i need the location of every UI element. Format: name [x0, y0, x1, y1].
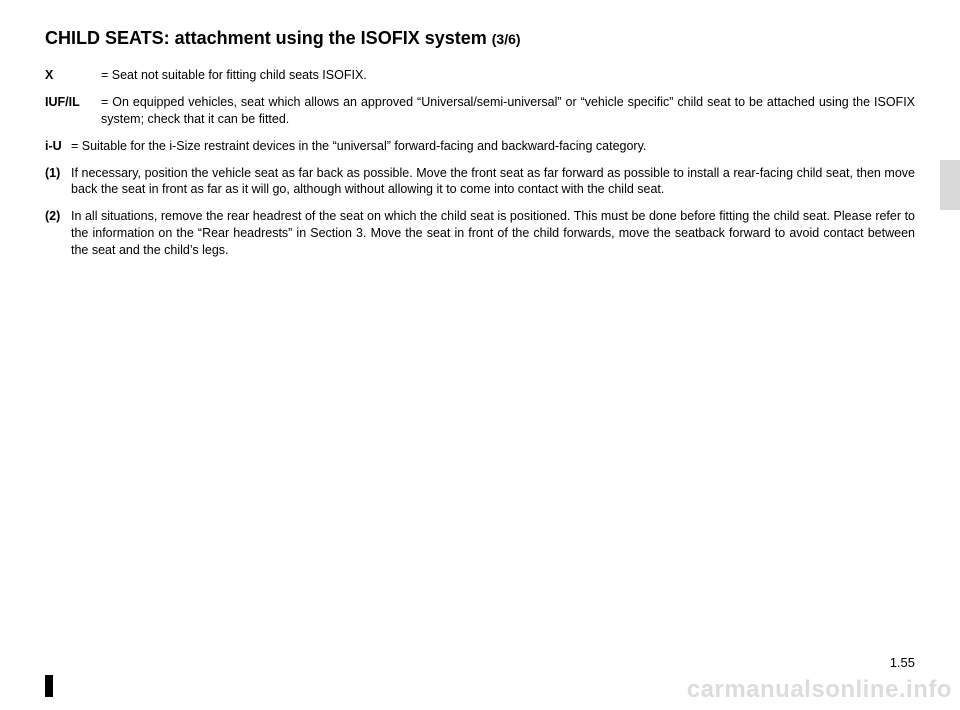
section-tab [940, 160, 960, 210]
title-main: CHILD SEATS: attachment using the ISOFIX… [45, 28, 492, 48]
page-container: CHILD SEATS: attachment using the ISOFIX… [0, 0, 960, 710]
def-text: = Seat not suitable for fitting child se… [101, 67, 915, 84]
definition-row: (1) If necessary, position the vehicle s… [45, 165, 915, 199]
page-number: 1.55 [890, 655, 915, 670]
def-text: In all situations, remove the rear headr… [71, 208, 915, 259]
page-title: CHILD SEATS: attachment using the ISOFIX… [45, 28, 915, 49]
def-text: If necessary, position the vehicle seat … [71, 165, 915, 199]
def-key-iufil: IUF/IL [45, 94, 101, 128]
def-key-note1: (1) [45, 165, 71, 199]
watermark-text: carmanualsonline.info [687, 676, 952, 704]
definitions-block: X = Seat not suitable for fitting child … [45, 67, 915, 259]
def-key-x: X [45, 67, 101, 84]
definition-row: X = Seat not suitable for fitting child … [45, 67, 915, 84]
def-key-iu: i-U [45, 138, 71, 155]
def-key-note2: (2) [45, 208, 71, 259]
def-text: = On equipped vehicles, seat which allow… [101, 94, 915, 128]
definition-row: (2) In all situations, remove the rear h… [45, 208, 915, 259]
def-text: = Suitable for the i-Size restraint devi… [71, 138, 915, 155]
mark-icon [45, 675, 53, 697]
print-mark [45, 675, 53, 702]
definition-row: i-U = Suitable for the i-Size restraint … [45, 138, 915, 155]
definition-row: IUF/IL = On equipped vehicles, seat whic… [45, 94, 915, 128]
title-sub: (3/6) [492, 31, 521, 47]
